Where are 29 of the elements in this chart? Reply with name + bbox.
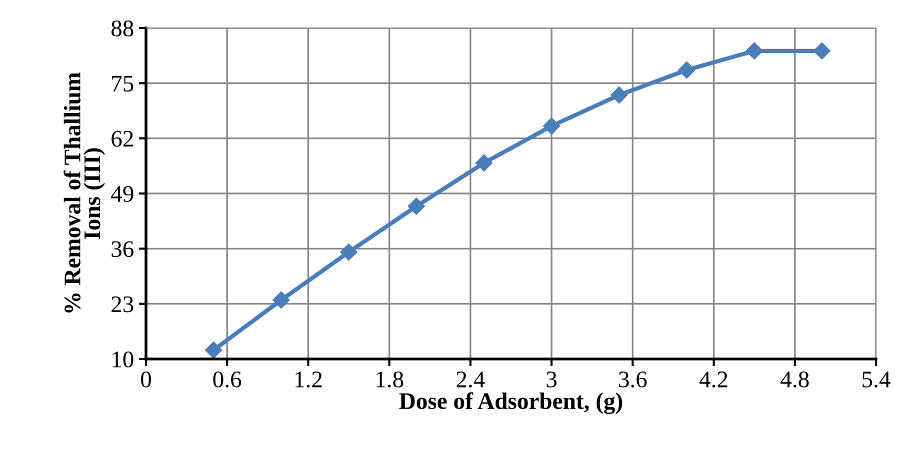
x-axis-title: Dose of Adsorbent, (g) xyxy=(399,392,622,414)
y-tick-label: 23 xyxy=(112,296,134,312)
point xyxy=(813,42,830,60)
point xyxy=(340,244,358,261)
point xyxy=(746,42,763,60)
point xyxy=(205,342,222,359)
x-tick-label: 2.4 xyxy=(456,372,485,388)
x-tick-label: 1.8 xyxy=(376,371,404,388)
y-tick-label: 10 xyxy=(112,351,134,368)
x-tick-label: 1.2 xyxy=(296,372,322,388)
point xyxy=(475,154,493,172)
y-tick-label: 36 xyxy=(112,241,134,258)
x-tick-label: 4.8 xyxy=(780,371,809,388)
y-axis-title: % Removal of Thallium Ions (III) xyxy=(64,72,106,313)
x-tick-label: 3 xyxy=(546,372,557,388)
y-tick-label: 49 xyxy=(111,186,134,202)
point xyxy=(678,61,696,79)
point xyxy=(272,291,290,309)
x-tick-label: 4.2 xyxy=(699,372,728,388)
y-tick-label: 88 xyxy=(111,20,134,36)
x-tick-label: 5.4 xyxy=(862,372,890,388)
y-tick-label: 62 xyxy=(112,130,133,147)
x-tick-label: 0.6 xyxy=(213,371,242,388)
y-tick-label: 75 xyxy=(112,76,134,92)
point xyxy=(543,117,560,135)
point xyxy=(408,198,425,215)
x-tick-label: 3.6 xyxy=(619,372,647,388)
x-tick-label: 0 xyxy=(140,371,152,388)
point xyxy=(610,86,628,104)
